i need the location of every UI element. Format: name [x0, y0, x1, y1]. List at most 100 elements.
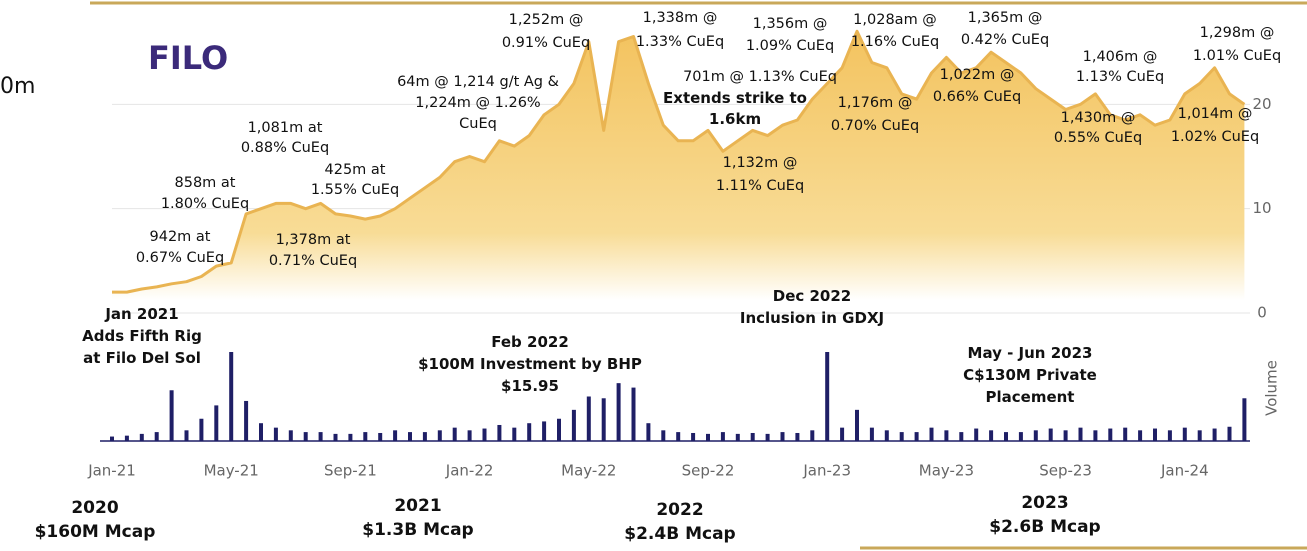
volume-bar [1063, 430, 1068, 441]
volume-bar [765, 433, 770, 441]
volume-bar [229, 352, 234, 441]
chart-title: FILO [148, 39, 228, 77]
era-label-line: $1.3B Mcap [362, 520, 473, 540]
volume-bar [184, 430, 189, 441]
annotation-line: 0.67% CuEq [136, 250, 224, 266]
price-line [112, 29, 1246, 294]
volume-bar [244, 400, 249, 441]
annotation-line: 425m at [325, 162, 386, 178]
annotation-line: 1,081m at [248, 120, 323, 136]
annotation-line: 1,022m @ [940, 67, 1015, 83]
x-tick-label: Jan-21 [87, 462, 136, 480]
volume-bar [884, 430, 889, 441]
annotation-line: 0.88% CuEq [241, 140, 329, 156]
volume-bar [661, 430, 666, 441]
volume-bar [542, 421, 547, 441]
corner-label: 0m [0, 74, 35, 99]
annotation: 858m at 1.80% CuEq [161, 175, 249, 212]
volume-bar [1048, 428, 1053, 441]
volume-bar [1123, 427, 1128, 441]
x-tick-label: May-22 [561, 462, 616, 480]
annotation-line: 1,406m @ [1083, 49, 1158, 65]
annotation: 1,365m @ 0.42% CuEq [961, 10, 1049, 48]
volume-bar [944, 430, 949, 441]
era-label-line: 2022 [656, 500, 703, 520]
volume-bar [631, 387, 636, 441]
annotation-line: 858m at [175, 175, 236, 191]
volume-bar [333, 433, 338, 441]
volume-bar [869, 427, 874, 441]
annotation-line: 1.11% CuEq [716, 178, 804, 194]
event-label: May - Jun 2023 C$130M Private Placement [963, 344, 1097, 406]
y-tick-label: 0 [1257, 304, 1267, 322]
x-tick-label: Jan-23 [802, 462, 851, 480]
annotation-line: 0.91% CuEq [502, 35, 590, 51]
volume-bar [214, 405, 219, 441]
era-label: 2022 $2.4B Mcap [624, 500, 735, 544]
event-label-line: Adds Fifth Rig [82, 327, 202, 345]
event-label-line: at Filo Del Sol [83, 349, 201, 367]
volume-bar [840, 427, 845, 441]
x-tick-label: May-21 [204, 462, 259, 480]
volume-bar [110, 436, 114, 441]
volume-bar [1093, 430, 1098, 441]
volume-bar [646, 423, 651, 441]
volume-bar [959, 432, 964, 441]
annotation-line: 0.66% CuEq [933, 89, 1021, 105]
volume-bar [288, 430, 293, 441]
annotation: 1,014m @ 1.02% CuEq [1171, 106, 1259, 145]
annotation: 701m @ 1.13% CuEq [683, 69, 837, 85]
volume-bar [467, 430, 472, 441]
annotation-line: 1,224m @ 1.26% [415, 95, 540, 111]
volume-label: Volume [1263, 360, 1281, 416]
annotation-line: 1,430m @ [1061, 110, 1136, 126]
event-label: Jan 2021 Adds Fifth Rig at Filo Del Sol [82, 305, 202, 367]
x-tick-label: Sep-21 [324, 462, 377, 480]
volume-bar [1197, 430, 1202, 441]
volume-bar [810, 430, 815, 441]
x-tick-label: Jan-22 [445, 462, 494, 480]
volume-bar [1153, 428, 1157, 441]
annotation-line: 1.55% CuEq [311, 182, 399, 198]
volume-bar [1212, 428, 1217, 441]
volume-bar [259, 423, 263, 441]
volume-bar [914, 432, 919, 441]
volume-bar [855, 409, 859, 441]
volume-bar [676, 432, 681, 441]
event-label: Feb 2022 $100M Investment by BHP $15.95 [418, 333, 642, 395]
volume-bar [571, 409, 576, 441]
annotation: 1,298m @ 1.01% CuEq [1193, 25, 1281, 64]
volume-bar [557, 418, 561, 441]
y-tick-label: 20 [1252, 95, 1271, 113]
volume-bar [1108, 428, 1113, 441]
volume-bar [720, 432, 725, 441]
price-area [112, 31, 1245, 301]
annotation: 1,356m @ 1.09% CuEq [746, 16, 834, 54]
volume-bar [586, 396, 591, 441]
annotation-line: 1,365m @ [968, 10, 1043, 26]
volume-bar [363, 432, 368, 441]
volume-bar [929, 427, 934, 441]
era-label-line: $2.4B Mcap [624, 524, 735, 544]
era-label-line: $160M Mcap [35, 522, 156, 542]
event-label-line: May - Jun 2023 [968, 344, 1093, 362]
volume-bar [735, 433, 740, 441]
x-tick-label: Sep-23 [1039, 462, 1092, 480]
annotation: 942m at 0.67% CuEq [136, 229, 224, 266]
annotation-line: 1,356m @ [753, 16, 828, 32]
era-label-line: 2021 [394, 496, 441, 516]
volume-bar [273, 427, 278, 441]
annotation-line: 64m @ 1,214 g/t Ag & [397, 74, 559, 90]
annotation: 1,022m @ 0.66% CuEq [933, 67, 1021, 105]
volume-bar [303, 432, 308, 441]
volume-bar [1227, 426, 1232, 441]
annotation-line: 701m @ 1.13% CuEq [683, 69, 837, 85]
volume-bar [1138, 430, 1143, 441]
volume-bar [601, 398, 606, 441]
volume-bar [1078, 427, 1083, 441]
annotation-line: 1.09% CuEq [746, 38, 834, 54]
annotation-line: 1,378m at [276, 232, 351, 248]
event-label-line: $100M Investment by BHP [418, 355, 642, 373]
annotation: 1,132m @ 1.11% CuEq [716, 155, 804, 194]
